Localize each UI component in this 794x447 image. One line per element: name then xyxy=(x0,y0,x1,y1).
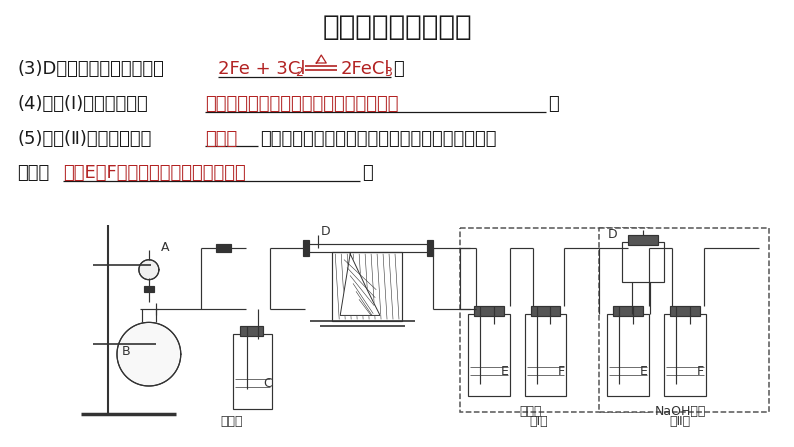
Text: 。: 。 xyxy=(549,95,559,113)
Text: 2FeCl: 2FeCl xyxy=(340,60,390,78)
Bar xyxy=(599,228,769,412)
Bar xyxy=(240,326,264,336)
Text: 3: 3 xyxy=(384,67,392,80)
Text: 在瓶E和F之间连接装有干燥剂的装置: 在瓶E和F之间连接装有干燥剂的装置 xyxy=(64,164,246,182)
Bar xyxy=(670,307,700,316)
Polygon shape xyxy=(117,322,181,386)
Text: 浓硫酸: 浓硫酸 xyxy=(519,405,542,418)
Text: （Ⅱ）: （Ⅱ） xyxy=(669,415,690,428)
Text: NaOH溶液: NaOH溶液 xyxy=(655,405,707,418)
Bar xyxy=(530,307,561,316)
Text: E: E xyxy=(640,365,648,378)
Text: (3)D中反应的化学方程式为: (3)D中反应的化学方程式为 xyxy=(17,60,164,78)
Text: 易被产品堵塞，尾气排入空气中污染环境: 易被产品堵塞，尾气排入空气中污染环境 xyxy=(205,95,398,113)
Text: C: C xyxy=(264,378,272,391)
Bar xyxy=(233,334,272,409)
Text: A: A xyxy=(161,241,169,254)
Text: (4)装置(Ⅰ)的主要缺点是: (4)装置(Ⅰ)的主要缺点是 xyxy=(17,95,148,113)
Text: 浓硫酸: 浓硫酸 xyxy=(221,415,243,428)
Bar xyxy=(427,240,433,256)
Bar xyxy=(303,240,310,256)
Bar xyxy=(664,314,706,396)
Bar xyxy=(628,235,658,245)
Text: B: B xyxy=(122,345,130,358)
Bar xyxy=(525,314,566,396)
Text: 。: 。 xyxy=(393,60,404,78)
Text: 措施是: 措施是 xyxy=(17,164,49,182)
Text: 氯气的综合实验探究: 氯气的综合实验探究 xyxy=(322,13,472,41)
Text: 。: 。 xyxy=(362,164,373,182)
Bar xyxy=(607,314,649,396)
Bar xyxy=(468,314,510,396)
Bar xyxy=(613,307,643,316)
Text: 。如果选用此装置来完成实验，则必须采取的改进: 。如果选用此装置来完成实验，则必须采取的改进 xyxy=(260,130,497,148)
Text: 2Fe + 3Cl: 2Fe + 3Cl xyxy=(218,60,305,78)
Text: 易潮解: 易潮解 xyxy=(205,130,237,148)
Polygon shape xyxy=(139,260,159,280)
Text: E: E xyxy=(501,365,508,378)
Text: F: F xyxy=(697,365,704,378)
Bar xyxy=(474,307,503,316)
Text: D: D xyxy=(607,228,617,241)
Polygon shape xyxy=(340,254,380,316)
Bar xyxy=(460,228,649,412)
Bar xyxy=(622,242,664,282)
Text: D: D xyxy=(320,225,330,238)
Text: 2: 2 xyxy=(295,67,303,80)
Bar xyxy=(216,244,230,252)
Text: （Ⅰ）: （Ⅰ） xyxy=(530,415,548,428)
Bar xyxy=(332,252,402,321)
Text: (5)装置(Ⅱ)的主要缺点是: (5)装置(Ⅱ)的主要缺点是 xyxy=(17,130,152,148)
Text: F: F xyxy=(557,365,565,378)
Bar xyxy=(144,286,154,291)
